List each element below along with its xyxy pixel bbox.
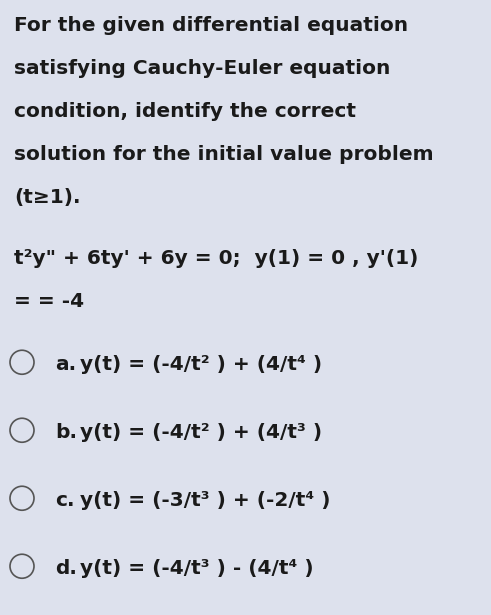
Text: y(t) = (-4/t³ ) - (4/t⁴ ): y(t) = (-4/t³ ) - (4/t⁴ ): [80, 559, 314, 578]
Text: solution for the initial value problem: solution for the initial value problem: [14, 145, 434, 164]
Text: c.: c.: [55, 491, 75, 510]
Text: a.: a.: [55, 355, 76, 374]
Text: t²y" + 6ty' + 6y = 0;  y(1) = 0 , y'(1): t²y" + 6ty' + 6y = 0; y(1) = 0 , y'(1): [14, 249, 418, 268]
Text: b.: b.: [55, 423, 77, 442]
Text: y(t) = (-3/t³ ) + (-2/t⁴ ): y(t) = (-3/t³ ) + (-2/t⁴ ): [80, 491, 330, 510]
Text: y(t) = (-4/t² ) + (4/t⁴ ): y(t) = (-4/t² ) + (4/t⁴ ): [80, 355, 322, 374]
Text: satisfying Cauchy-Euler equation: satisfying Cauchy-Euler equation: [14, 59, 390, 78]
Text: y(t) = (-4/t² ) + (4/t³ ): y(t) = (-4/t² ) + (4/t³ ): [80, 423, 322, 442]
Text: = = -4: = = -4: [14, 292, 84, 311]
Text: condition, identify the correct: condition, identify the correct: [14, 102, 356, 121]
Text: (t≥1).: (t≥1).: [14, 188, 81, 207]
Text: d.: d.: [55, 559, 77, 578]
Text: For the given differential equation: For the given differential equation: [14, 16, 408, 35]
